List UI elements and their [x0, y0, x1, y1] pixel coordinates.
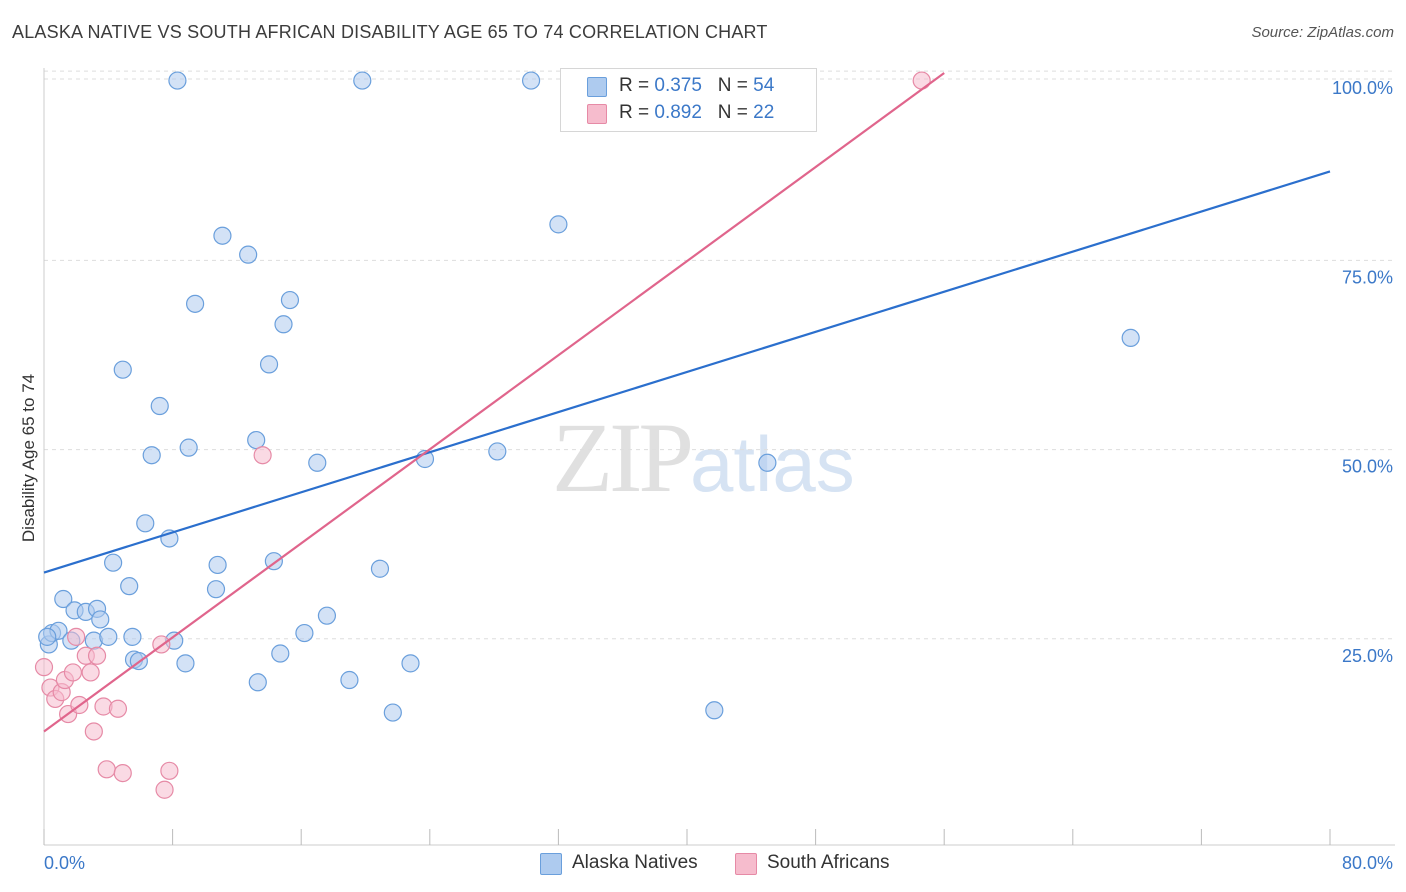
alaska-natives-point — [280, 290, 300, 310]
legend-label-alaska-natives: Alaska Natives — [572, 852, 698, 873]
r-value: 0.375 — [654, 75, 702, 96]
alaska-natives-point — [136, 514, 155, 533]
south-africans-trend-line — [43, 72, 945, 733]
alaska-natives-point — [488, 442, 507, 461]
alaska-natives-point — [54, 589, 73, 609]
x-tick-label-max: 80.0% — [1342, 853, 1393, 873]
axes — [43, 68, 1395, 846]
y-tick-label: 100.0% — [1332, 78, 1393, 98]
alaska-natives-point — [208, 555, 227, 575]
alaska-natives-point — [150, 396, 169, 416]
alaska-natives-point — [168, 71, 187, 90]
south-africans-point — [155, 780, 174, 799]
watermark-zip: ZIP — [552, 402, 694, 513]
south-africans-point — [67, 627, 86, 646]
chart-title: ALASKA NATIVE VS SOUTH AFRICAN DISABILIT… — [12, 22, 768, 42]
alaska-natives-point — [549, 215, 568, 234]
alaska-natives-point — [271, 644, 290, 663]
alaska-natives-point — [248, 673, 267, 692]
legend-swatch-blue — [540, 853, 562, 875]
south-africans-point — [87, 646, 107, 665]
alaska-natives-point — [239, 245, 258, 264]
alaska-natives-point — [123, 627, 142, 646]
series-south-africans-points — [34, 71, 931, 799]
south-africans-point — [108, 699, 128, 718]
tick-labels: 25.0% 50.0% 75.0% 100.0% 0.0% 80.0% — [44, 78, 1393, 873]
south-africans-point — [63, 663, 83, 682]
alaska-natives-trend-line — [43, 170, 1331, 574]
alaska-natives-point — [340, 670, 359, 690]
n-value: 54 — [753, 75, 775, 96]
south-africans-point — [160, 761, 179, 780]
south-africans-point — [97, 760, 116, 779]
south-africans-point — [912, 71, 931, 90]
alaska-natives-point — [247, 430, 266, 450]
legend-swatch-pink — [735, 853, 757, 875]
alaska-natives-point — [401, 654, 420, 673]
grid-lines — [44, 70, 1395, 640]
alaska-natives-point — [142, 446, 161, 465]
alaska-natives-point — [521, 71, 541, 90]
south-africans-point — [34, 658, 54, 677]
y-tick-label: 50.0% — [1342, 457, 1393, 477]
south-africans-point — [253, 446, 272, 465]
alaska-natives-point — [213, 226, 232, 245]
alaska-natives-point — [91, 610, 110, 629]
n-label: N = — [717, 102, 754, 123]
source-label: Source: ZipAtlas.com — [1251, 24, 1394, 41]
alaska-natives-point — [370, 559, 390, 578]
alaska-natives-point — [176, 654, 195, 673]
legend-stats-blue: R = 0.375 N = 54 — [619, 75, 774, 97]
trend-lines — [43, 72, 1331, 733]
alaska-natives-point — [104, 553, 123, 572]
legend-label-south-africans: South Africans — [767, 852, 890, 873]
alaska-natives-point — [705, 701, 724, 720]
alaska-natives-point — [353, 71, 372, 90]
y-tick-label: 75.0% — [1342, 267, 1393, 287]
south-africans-point — [84, 722, 103, 741]
alaska-natives-point — [186, 294, 205, 313]
alaska-natives-point — [295, 623, 314, 643]
x-tick-label-min: 0.0% — [44, 853, 85, 873]
r-label: R = — [619, 75, 655, 96]
legend-stats-pink: R = 0.892 N = 22 — [619, 102, 774, 124]
south-africans-point — [81, 663, 100, 682]
stats-legend: R = 0.375 N = 54 R = 0.892 N = 22 — [560, 68, 817, 132]
series-alaska-natives-points — [38, 71, 1140, 722]
legend-swatch-pink — [587, 104, 607, 124]
south-africans-point — [113, 763, 132, 783]
alaska-natives-point — [1121, 328, 1140, 348]
y-axis-label: Disability Age 65 to 74 — [19, 374, 38, 542]
alaska-natives-point — [274, 315, 293, 334]
alaska-natives-point — [113, 360, 132, 379]
n-label: N = — [717, 75, 754, 96]
alaska-natives-point — [99, 627, 118, 646]
alaska-natives-point — [758, 453, 777, 472]
alaska-natives-point — [38, 627, 57, 646]
r-value: 0.892 — [654, 102, 702, 123]
alaska-natives-point — [120, 577, 139, 596]
y-tick-label: 25.0% — [1342, 646, 1393, 666]
alaska-natives-point — [308, 453, 327, 472]
alaska-natives-point — [206, 580, 226, 599]
alaska-natives-point — [317, 606, 337, 625]
alaska-natives-point — [179, 438, 198, 457]
alaska-natives-point — [259, 355, 279, 374]
n-value: 22 — [753, 102, 775, 123]
alaska-natives-point — [383, 703, 402, 722]
zipatlas-watermark: ZIPatlas — [552, 400, 855, 515]
r-label: R = — [619, 102, 655, 123]
legend-swatch-blue — [587, 77, 607, 97]
